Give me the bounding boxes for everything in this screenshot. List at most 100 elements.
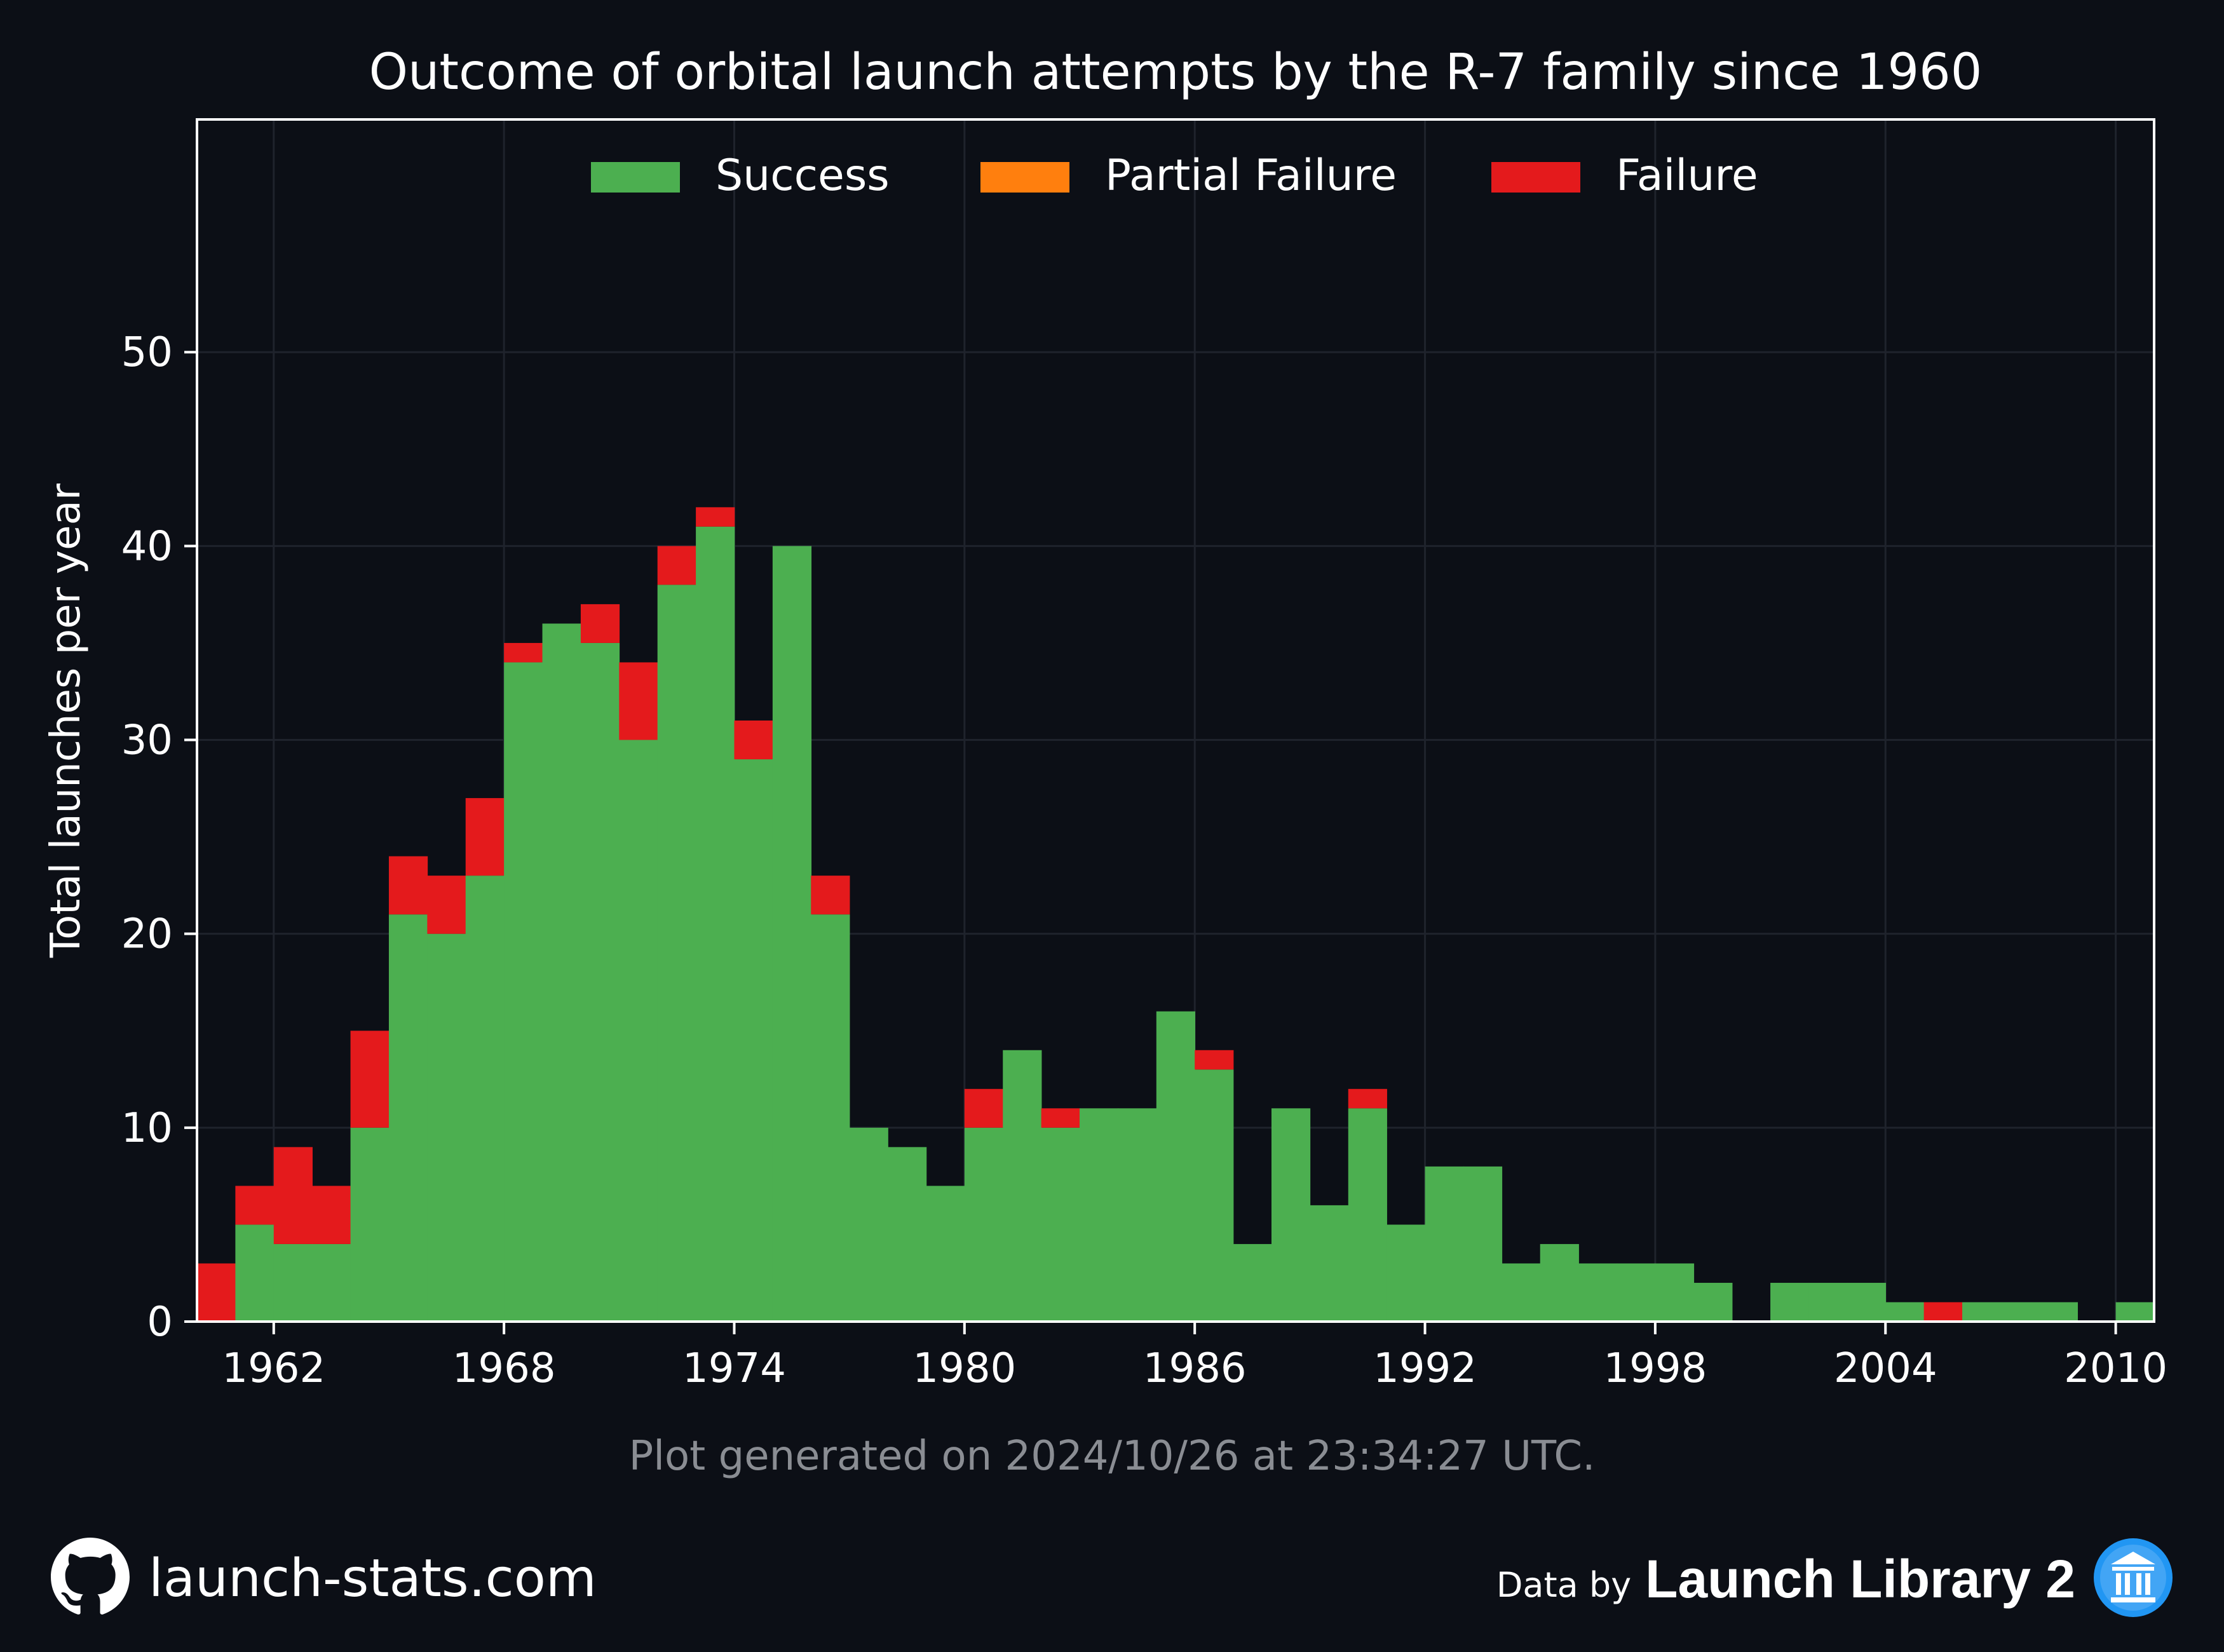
bar-failure [388, 856, 428, 915]
bar-success [964, 1127, 1004, 1322]
bar-success [465, 876, 505, 1322]
plot-frame [196, 118, 2155, 1323]
x-tick-label: 1968 [452, 1345, 556, 1392]
bar-failure [1195, 1050, 1234, 1070]
bar-failure [619, 662, 658, 740]
bar-failure [197, 1263, 236, 1322]
x-tick-label: 1980 [912, 1345, 1016, 1392]
bar-success [2115, 1302, 2155, 1322]
github-icon [51, 1538, 130, 1619]
legend-swatch [1491, 162, 1580, 193]
bar-success [1387, 1224, 1426, 1322]
legend-item-success: Success [591, 151, 890, 201]
bar-success [888, 1147, 927, 1322]
bar-success [1195, 1069, 1234, 1322]
bar-success [2000, 1302, 2040, 1322]
credit-prefix: Data by [1496, 1564, 1632, 1605]
bar-success [1310, 1205, 1349, 1322]
bar-success [1233, 1243, 1272, 1322]
legend-label: Partial Failure [1105, 151, 1397, 201]
site-link[interactable]: launch-stats.com [149, 1548, 597, 1609]
bar-success [1885, 1302, 1925, 1322]
bar-success [734, 759, 773, 1322]
bar-failure [1041, 1108, 1080, 1128]
bar-success [619, 740, 658, 1322]
x-tick-label: 1962 [222, 1345, 325, 1392]
bar-success [1425, 1166, 1464, 1322]
bar-success [1962, 1302, 2002, 1322]
bar-success [657, 585, 696, 1322]
y-tick-label: 50 [121, 329, 173, 376]
bar-success [1463, 1166, 1503, 1322]
bar-success [2038, 1302, 2078, 1322]
bar-failure [350, 1031, 390, 1128]
x-tick-label: 2010 [2064, 1345, 2167, 1392]
x-tick-label: 1986 [1143, 1345, 1247, 1392]
bar-success [273, 1243, 313, 1322]
data-credit: Data by Launch Library 2 [1496, 1536, 2174, 1622]
bar-success [1502, 1263, 1541, 1322]
bar-failure [964, 1088, 1004, 1128]
bar-success [1578, 1263, 1618, 1322]
bar-success [1041, 1127, 1080, 1322]
bar-success [542, 623, 581, 1322]
y-tick-label: 30 [121, 717, 173, 764]
bar-success [312, 1243, 351, 1322]
bar-success [1847, 1282, 1887, 1322]
bar-success [1156, 1011, 1195, 1322]
plot-generated-note: Plot generated on 2024/10/26 at 23:34:27… [628, 1433, 1596, 1480]
bar-failure [1923, 1302, 1963, 1322]
legend-swatch [591, 162, 680, 193]
credit-source: Launch Library 2 [1645, 1548, 2075, 1609]
bar-failure [580, 604, 620, 643]
bar-success [1348, 1108, 1387, 1322]
legend: Success Partial Failure Failure [591, 151, 1758, 201]
bar-failure [504, 642, 543, 663]
bar-success [1693, 1282, 1733, 1322]
x-axis: 1962 1968 1974 1980 1986 1992 1998 2004 2010 [222, 1322, 2167, 1392]
bar-success [580, 642, 620, 1322]
bar-failure [273, 1147, 313, 1244]
y-tick-label: 40 [121, 523, 173, 570]
bar-success [1271, 1108, 1311, 1322]
bar-failure [312, 1186, 351, 1244]
bar-success [1003, 1050, 1042, 1322]
bar-failure [811, 876, 850, 915]
site-brand[interactable]: launch-stats.com [51, 1538, 597, 1619]
legend-item-partial-failure: Partial Failure [980, 151, 1397, 201]
bar-series [197, 507, 2155, 1322]
y-axis: 0 10 20 30 40 50 [121, 329, 197, 1346]
x-tick-label: 1998 [1603, 1345, 1707, 1392]
bar-success [1808, 1282, 1848, 1322]
launch-library-icon [2092, 1536, 2174, 1622]
bar-success [1655, 1263, 1695, 1322]
y-tick-label: 0 [147, 1299, 173, 1346]
legend-item-failure: Failure [1491, 151, 1758, 201]
legend-label: Failure [1616, 151, 1758, 201]
bar-failure [657, 546, 696, 585]
x-tick-label: 2004 [1834, 1345, 1937, 1392]
bar-success [849, 1127, 888, 1322]
bar-failure [696, 507, 735, 527]
chart-title: Outcome of orbital launch attempts by th… [369, 44, 1983, 101]
bar-success [1118, 1108, 1157, 1322]
legend-swatch [980, 162, 1069, 193]
bar-success [1617, 1263, 1656, 1322]
legend-label: Success [715, 151, 890, 201]
bar-success [427, 933, 466, 1322]
bar-failure [235, 1186, 275, 1225]
bar-success [811, 914, 850, 1322]
bar-failure [1348, 1088, 1387, 1109]
x-tick-label: 1974 [682, 1345, 786, 1392]
bar-failure [734, 721, 773, 760]
bar-failure [465, 798, 505, 876]
y-tick-label: 20 [121, 911, 173, 958]
bar-success [696, 526, 735, 1322]
x-tick-label: 1992 [1373, 1345, 1477, 1392]
y-axis-label: Total launches per year [43, 483, 90, 958]
bar-success [1540, 1243, 1579, 1322]
bar-success [772, 546, 812, 1322]
bar-success [504, 662, 543, 1322]
bar-failure [427, 876, 466, 934]
